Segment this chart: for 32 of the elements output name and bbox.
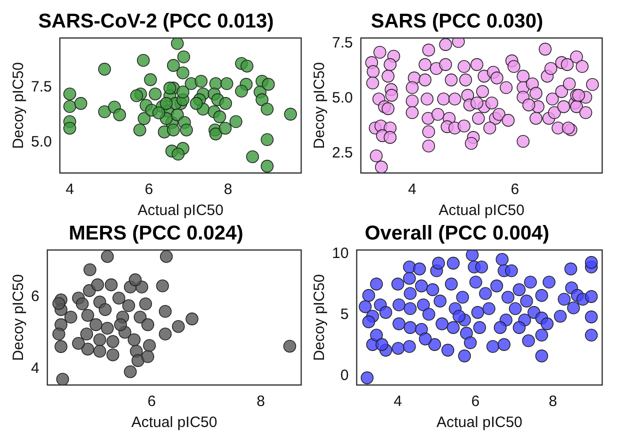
y-tick-label: 5.0 [30, 133, 52, 150]
x-tick-label: 8 [224, 181, 232, 198]
chart-title: SARS (PCC 0.030) [370, 10, 544, 33]
x-tick-label: 8 [548, 393, 558, 410]
y-tick-label: 4 [31, 360, 40, 377]
y-tick-label: 0 [340, 367, 349, 384]
x-axis-title: Actual pIC50 [438, 202, 524, 220]
chart-title: SARS-CoV-2 (PCC 0.013) [38, 10, 274, 33]
y-tick-label: 6 [31, 288, 40, 306]
x-axis-title: Actual pIC50 [436, 414, 522, 432]
x-tick-label: 4 [66, 181, 74, 198]
y-axis-title: Decoy pIC50 [311, 62, 328, 149]
y-axis-title: Decoy pIC50 [311, 274, 328, 361]
y-axis-title: Decoy pIC50 [10, 274, 28, 361]
y-axis-title: Decoy pIC50 [10, 62, 28, 149]
y-tick-label: 5.0 [332, 90, 353, 107]
x-tick-label: 6 [144, 181, 154, 198]
x-tick-label: 6 [471, 393, 480, 410]
y-tick-label: 7.5 [332, 34, 353, 52]
x-tick-label: 4 [408, 181, 416, 198]
y-tick-label: 2.5 [332, 144, 353, 162]
y-tick-label: 5 [340, 306, 349, 324]
y-tick-label: 7.5 [30, 78, 52, 96]
chart-title: Overall (PCC 0.004) [364, 222, 550, 245]
x-tick-label: 6 [510, 181, 520, 198]
x-axis-title: Actual pIC50 [131, 414, 218, 432]
y-tick-label: 10 [332, 244, 349, 262]
x-tick-label: 6 [147, 393, 156, 410]
x-tick-label: 8 [256, 393, 265, 410]
x-axis-title: Actual pIC50 [138, 202, 224, 220]
x-tick-label: 4 [394, 393, 402, 410]
chart-title: MERS (PCC 0.024) [68, 222, 244, 245]
